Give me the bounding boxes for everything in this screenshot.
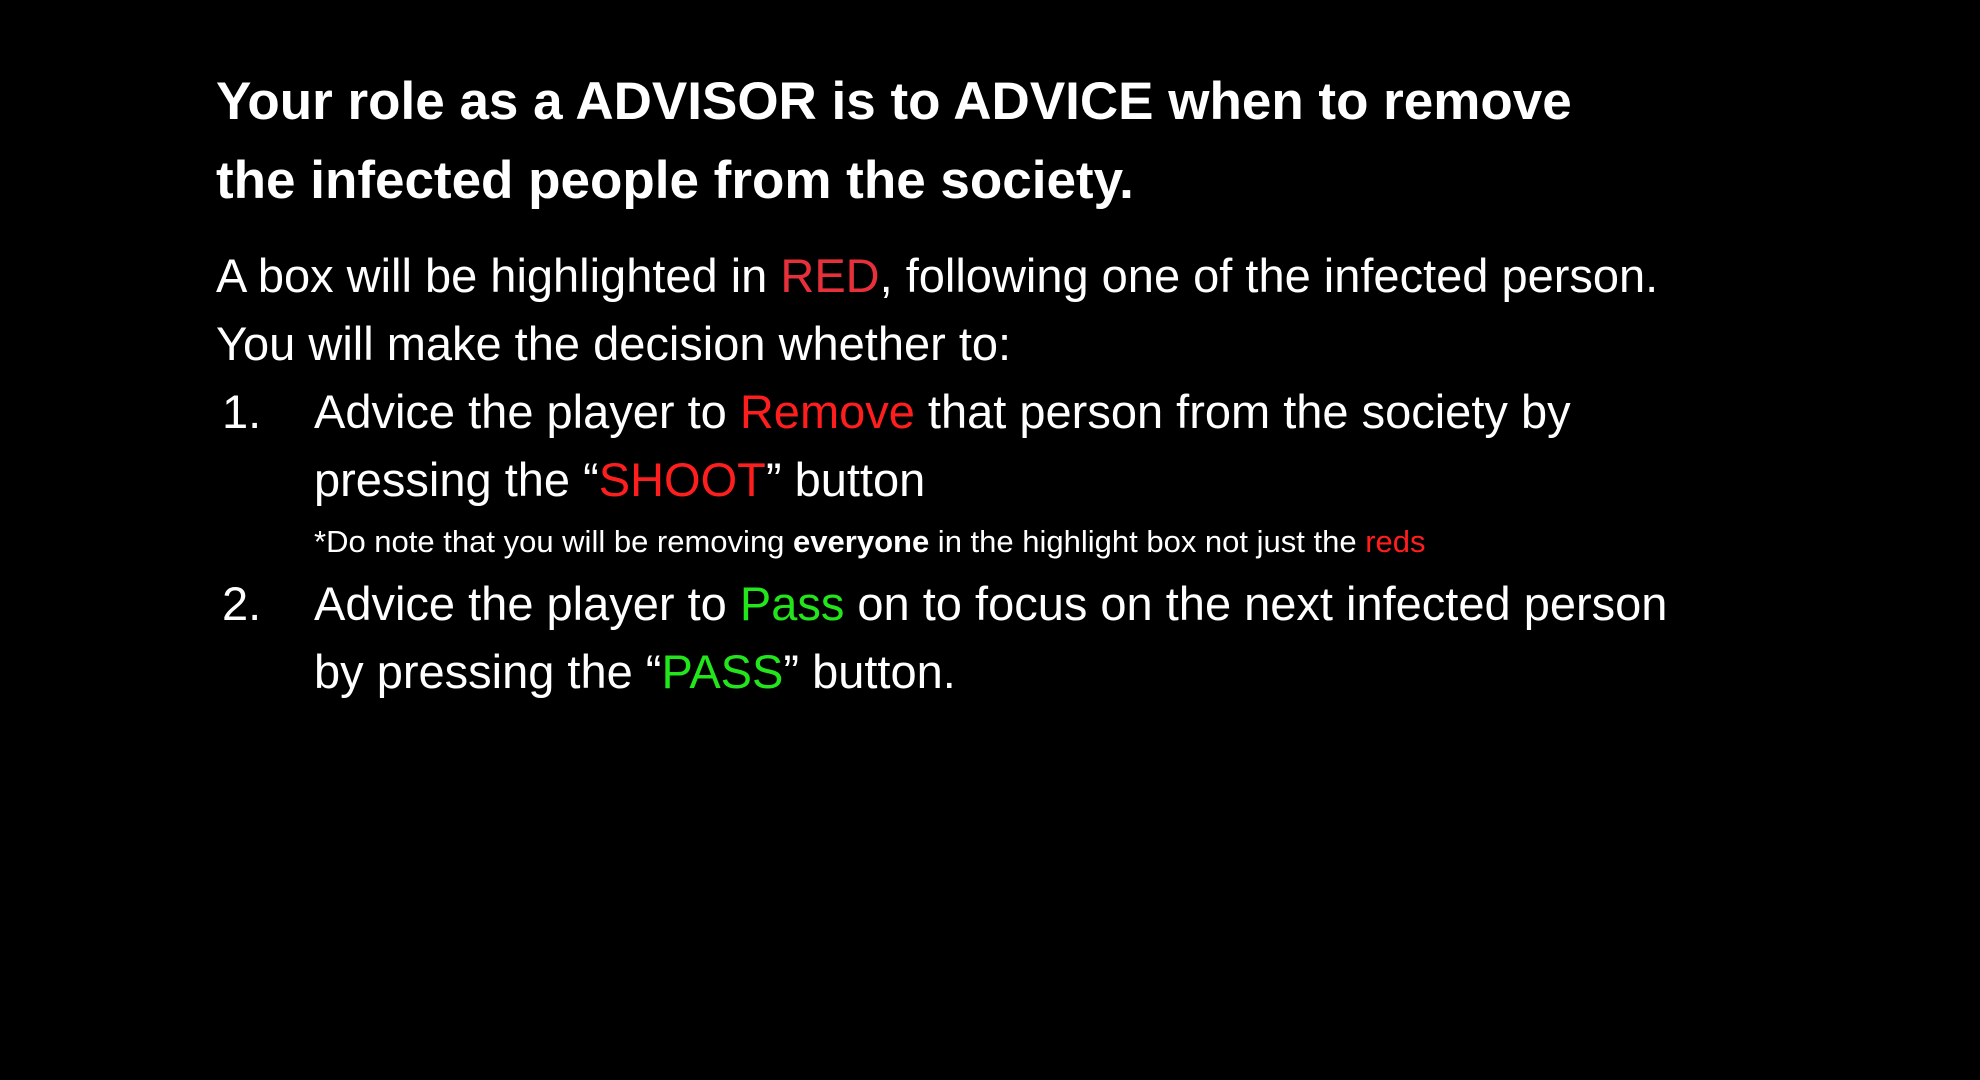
intro-text: A box will be highlighted in RED, follow…: [216, 242, 1776, 378]
step-pass: 2. Advice the player to Pass on to focus…: [216, 570, 1776, 706]
note-text: *Do note that you will be removing: [314, 524, 794, 559]
step-text: that person from the society by: [914, 385, 1571, 438]
step-text: Advice the player to: [314, 577, 740, 630]
note-bold-keyword: everyone: [793, 524, 930, 559]
intro-part-2: , following one of the infected person.: [879, 249, 1659, 302]
intro-red-keyword: RED: [780, 249, 880, 302]
step-text: by pressing the “: [314, 645, 662, 698]
step-number: 2.: [222, 577, 262, 630]
step-text: ” button: [765, 453, 926, 506]
note-text: in the highlight box not just the: [929, 524, 1366, 559]
step-text: Advice the player to: [314, 385, 740, 438]
instructions-panel: Your role as a ADVISOR is to ADVICE when…: [216, 62, 1776, 706]
title-line-1: Your role as a ADVISOR is to ADVICE when…: [216, 72, 1572, 131]
title-line-2: the infected people from the society.: [216, 151, 1134, 210]
intro-part-1: A box will be highlighted in: [216, 249, 781, 302]
pass-button-keyword: PASS: [661, 645, 784, 698]
pass-keyword: Pass: [739, 577, 845, 630]
shoot-note: *Do note that you will be removing every…: [314, 516, 1776, 568]
step-number: 1.: [222, 385, 262, 438]
remove-keyword: Remove: [739, 385, 915, 438]
decision-steps: 1. Advice the player to Remove that pers…: [216, 378, 1776, 706]
step-text: on to focus on the next infected person: [844, 577, 1668, 630]
note-reds-keyword: reds: [1365, 524, 1426, 559]
step-text: pressing the “: [314, 453, 599, 506]
intro-line-2: You will make the decision whether to:: [216, 317, 1012, 370]
shoot-keyword: SHOOT: [598, 453, 766, 506]
page-title: Your role as a ADVISOR is to ADVICE when…: [216, 62, 1776, 220]
step-text: ” button.: [783, 645, 956, 698]
step-shoot: 1. Advice the player to Remove that pers…: [216, 378, 1776, 568]
